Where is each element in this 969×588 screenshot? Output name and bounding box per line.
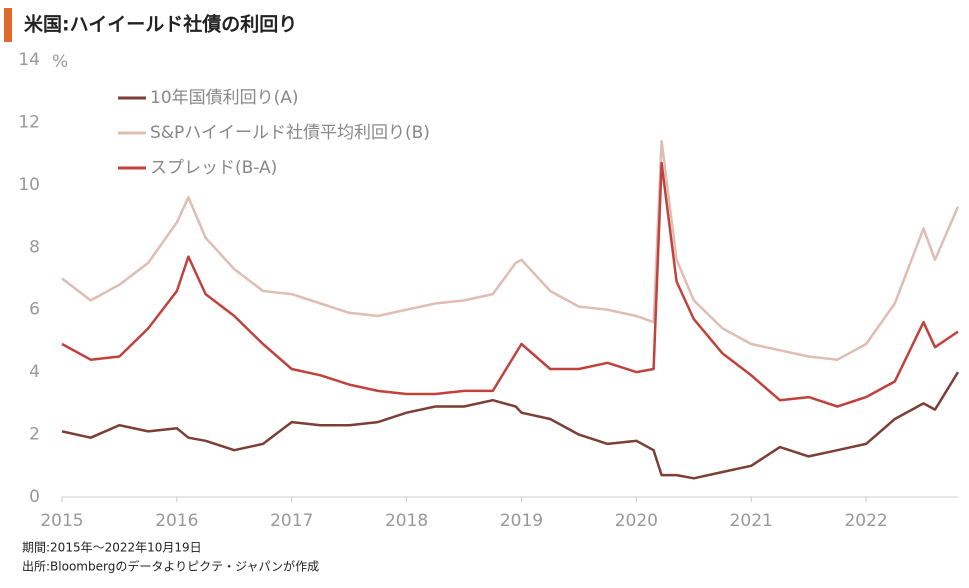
y-tick-label: 10	[18, 175, 40, 195]
note: 出所:Bloombergのデータよりピクテ・ジャパンが作成	[22, 559, 319, 574]
y-axis-label: %	[52, 52, 68, 72]
title-accent	[4, 8, 12, 42]
x-tick-label: 2019	[500, 511, 543, 531]
chart-title: 米国:ハイイールド社債の利回り	[24, 13, 297, 36]
x-tick-label: 2021	[730, 511, 773, 531]
series-line	[61, 161, 959, 408]
series-line	[61, 139, 960, 361]
x-tick-label: 2015	[40, 511, 83, 531]
x-tick-label: 2020	[615, 511, 658, 531]
series-line	[61, 371, 960, 480]
legend-label: 10年国債利回り(A)	[150, 88, 299, 108]
x-tick-label: 2022	[844, 511, 887, 531]
y-tick-label: 0	[29, 487, 40, 507]
y-tick-label: 12	[18, 112, 40, 132]
y-tick-label: 4	[29, 362, 40, 382]
legend-label: スプレッド(B-A)	[150, 158, 277, 178]
y-tick-label: 6	[29, 300, 40, 320]
y-tick-label: 8	[29, 237, 40, 257]
x-tick-label: 2017	[270, 511, 313, 531]
y-tick-label: 14	[18, 50, 40, 70]
x-tick-label: 2018	[385, 511, 428, 531]
note: 期間:2015年～2022年10月19日	[22, 541, 202, 555]
y-tick-label: 2	[29, 425, 40, 445]
legend-label: S&Pハイイールド社債平均利回り(B)	[150, 123, 430, 143]
x-tick-label: 2016	[155, 511, 198, 531]
